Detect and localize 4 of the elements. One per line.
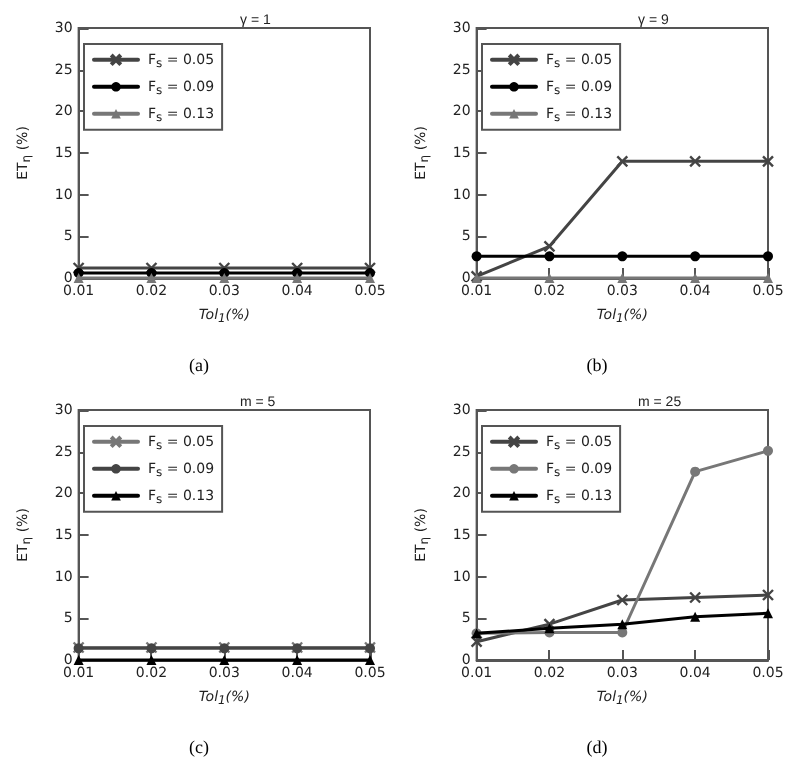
text: (a) [189, 355, 210, 375]
text: (d) [586, 737, 608, 757]
text: (b) [586, 355, 608, 375]
text: (c) [189, 737, 210, 757]
